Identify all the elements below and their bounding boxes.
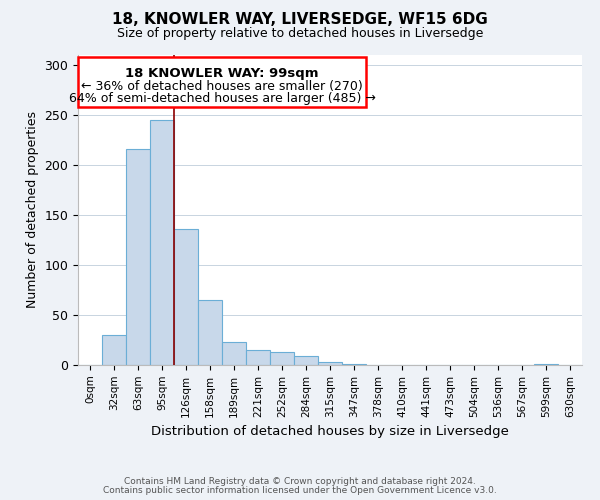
Text: ← 36% of detached houses are smaller (270): ← 36% of detached houses are smaller (27… (81, 80, 363, 93)
Text: Contains public sector information licensed under the Open Government Licence v3: Contains public sector information licen… (103, 486, 497, 495)
Bar (150, 120, 174, 365)
Text: 64% of semi-detached houses are larger (485) →: 64% of semi-detached houses are larger (… (68, 92, 376, 105)
Text: Contains HM Land Registry data © Crown copyright and database right 2024.: Contains HM Land Registry data © Crown c… (124, 477, 476, 486)
Text: 18, KNOWLER WAY, LIVERSEDGE, WF15 6DG: 18, KNOWLER WAY, LIVERSEDGE, WF15 6DG (112, 12, 488, 28)
Bar (126, 149, 150, 365)
Text: 18 KNOWLER WAY: 99sqm: 18 KNOWLER WAY: 99sqm (125, 67, 319, 80)
Bar (294, 356, 318, 365)
Bar (198, 300, 222, 365)
Bar (246, 350, 270, 365)
Text: Size of property relative to detached houses in Liversedge: Size of property relative to detached ho… (117, 28, 483, 40)
Bar (174, 229, 198, 365)
Bar (318, 362, 342, 365)
Bar (102, 335, 126, 365)
Bar (222, 342, 246, 365)
X-axis label: Distribution of detached houses by size in Liversedge: Distribution of detached houses by size … (151, 425, 509, 438)
Bar (534, 364, 558, 365)
Bar (342, 364, 366, 365)
FancyBboxPatch shape (78, 57, 366, 107)
Y-axis label: Number of detached properties: Number of detached properties (26, 112, 39, 308)
Bar (270, 352, 294, 365)
